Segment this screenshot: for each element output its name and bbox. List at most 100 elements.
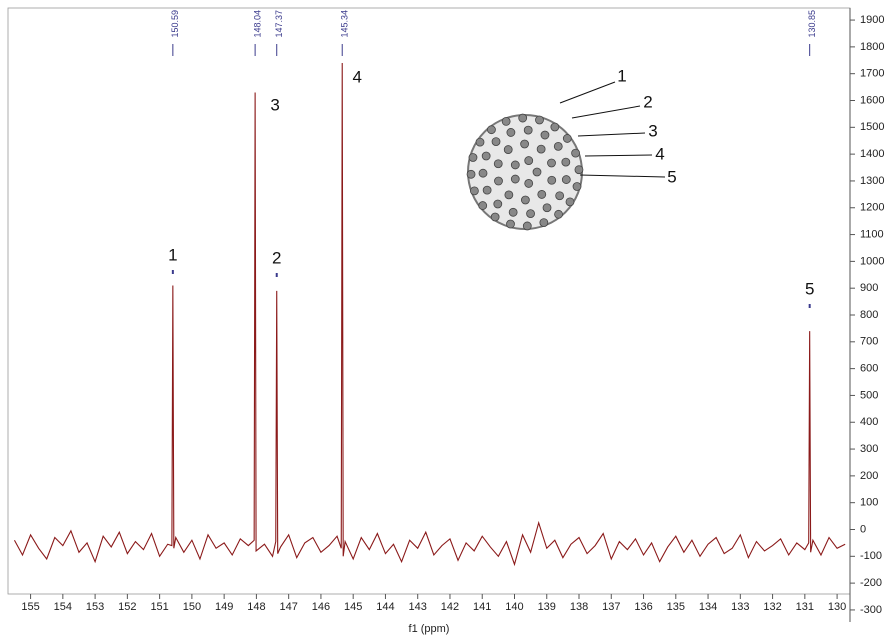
atom [510, 174, 520, 184]
peak-label: 150.59 [170, 10, 180, 38]
x-tick-label: 140 [505, 601, 523, 613]
atom [478, 168, 488, 178]
peak-number: 5 [805, 279, 814, 298]
atom [526, 209, 535, 219]
atom [482, 185, 492, 195]
atom [478, 201, 488, 210]
y-tick-label: 200 [860, 470, 878, 482]
atom [493, 159, 503, 169]
x-tick-label: 139 [538, 601, 556, 613]
y-tick-label: 700 [860, 336, 878, 348]
atom [555, 191, 565, 201]
y-tick-label: 1800 [860, 41, 884, 53]
x-axis-label: f1 (ppm) [409, 623, 450, 635]
atom [506, 219, 515, 229]
x-tick-label: 141 [473, 601, 491, 613]
x-tick-label: 151 [150, 601, 168, 613]
x-tick-label: 142 [441, 601, 459, 613]
atom [520, 139, 530, 149]
x-tick-label: 150 [183, 601, 201, 613]
atom [571, 148, 581, 158]
peak-label: 130.85 [807, 10, 817, 38]
x-tick-label: 130 [828, 601, 846, 613]
atom [501, 116, 511, 126]
x-tick-label: 146 [312, 601, 330, 613]
peak-label: 148.04 [252, 10, 262, 38]
x-tick-label: 148 [247, 601, 265, 613]
atom [537, 190, 547, 199]
atom [508, 207, 518, 217]
y-tick-label: 1900 [860, 14, 884, 26]
atom [475, 137, 485, 147]
atom [490, 212, 500, 222]
molecule-pointer [584, 154, 653, 157]
atom [536, 144, 546, 154]
y-tick-label: 1500 [860, 121, 884, 133]
peak-number: 3 [270, 95, 279, 114]
x-tick-label: 144 [376, 601, 394, 613]
x-tick-label: 145 [344, 601, 362, 613]
y-tick-label: 800 [860, 309, 878, 321]
atom [540, 130, 550, 140]
molecule: 12 3 45 [466, 66, 677, 231]
atom [572, 182, 582, 191]
atom [550, 122, 560, 132]
atom [510, 160, 520, 170]
y-tick-label: 1300 [860, 175, 884, 187]
molecule-pointer [559, 81, 616, 104]
atom [520, 195, 530, 205]
peak-label: 145.34 [340, 10, 350, 38]
y-tick-label: 1000 [860, 255, 884, 267]
molecule-pointer [579, 174, 666, 178]
atom [554, 209, 563, 219]
x-tick-label: 155 [21, 601, 39, 613]
atom [547, 158, 556, 168]
atom [561, 175, 571, 184]
atom [518, 113, 528, 123]
atom [469, 186, 479, 196]
y-tick-label: 1200 [860, 202, 884, 214]
y-tick-label: 1400 [860, 148, 884, 160]
y-tick-label: -300 [860, 604, 882, 616]
atom [524, 156, 534, 165]
atom [506, 128, 516, 137]
y-tick-label: -200 [860, 577, 882, 589]
atom [503, 145, 513, 154]
x-tick-label: 154 [54, 601, 72, 613]
atom [524, 179, 534, 188]
peak-number: 4 [352, 67, 361, 86]
x-tick-label: 143 [409, 601, 427, 613]
molecule-label: 4 [655, 144, 664, 163]
y-tick-label: 300 [860, 443, 878, 455]
molecule-pointer [571, 105, 641, 119]
peak-number: 1 [168, 245, 177, 264]
x-tick-label: 152 [118, 601, 136, 613]
molecule-label: 5 [667, 167, 676, 186]
atom [504, 190, 514, 200]
atom [553, 141, 563, 151]
atom [565, 197, 575, 207]
atom [535, 115, 544, 125]
atom [532, 167, 542, 177]
atom [491, 137, 501, 146]
atom [547, 175, 557, 185]
y-tick-label: 1600 [860, 94, 884, 106]
molecule-pointer [577, 132, 646, 137]
spectrum [13, 62, 846, 567]
atom [493, 199, 503, 209]
atom [523, 125, 533, 135]
x-tick-label: 132 [763, 601, 781, 613]
y-tick-label: 500 [860, 389, 878, 401]
molecule-label: 3 [648, 121, 657, 140]
x-tick-label: 136 [634, 601, 652, 613]
atom [539, 218, 549, 228]
y-tick-label: 600 [860, 363, 878, 375]
x-tick-label: 138 [570, 601, 588, 613]
y-tick-label: 1100 [860, 228, 884, 240]
atom [494, 176, 503, 186]
atom [466, 169, 476, 179]
atom [562, 134, 572, 143]
atom [561, 157, 571, 167]
